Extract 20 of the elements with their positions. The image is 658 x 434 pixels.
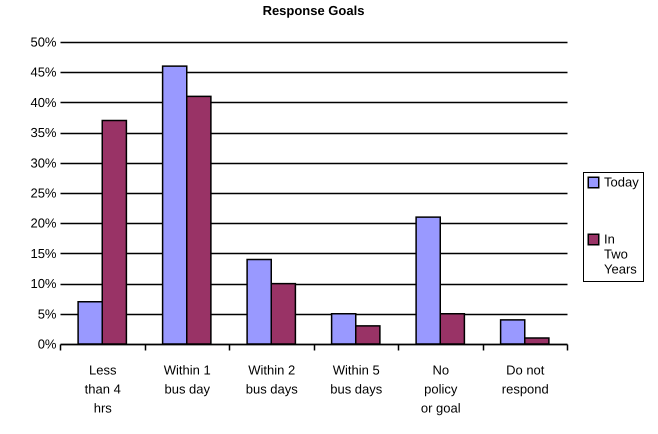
x-tick-label: Less than 4 hrs xyxy=(84,362,121,416)
y-tick-label: 20% xyxy=(30,216,57,231)
y-tick-label: 40% xyxy=(30,94,57,110)
x-tick-label: Within 2 bus days xyxy=(246,362,298,396)
y-tick-label: 10% xyxy=(30,276,57,292)
y-tick-label: 30% xyxy=(30,155,57,170)
y-tick-label: 15% xyxy=(30,246,57,261)
x-tick-label: No policy or goal xyxy=(420,362,461,416)
x-tick-label: Do not respond xyxy=(502,362,549,396)
legend-label: In Two Years xyxy=(604,232,638,276)
legend-label: Today xyxy=(604,174,640,190)
x-tick-label: Within 1 bus day xyxy=(164,362,211,396)
y-tick-label: 5% xyxy=(38,306,57,322)
y-tick-label: 0% xyxy=(38,336,57,352)
x-tick-label: Within 5 bus days xyxy=(330,362,383,396)
y-tick-label: 50% xyxy=(30,34,57,50)
chart-title: Response Goals xyxy=(262,3,364,18)
y-tick-label: 25% xyxy=(30,186,57,200)
y-tick-label: 45% xyxy=(30,64,57,80)
y-tick-label: 35% xyxy=(30,125,57,140)
